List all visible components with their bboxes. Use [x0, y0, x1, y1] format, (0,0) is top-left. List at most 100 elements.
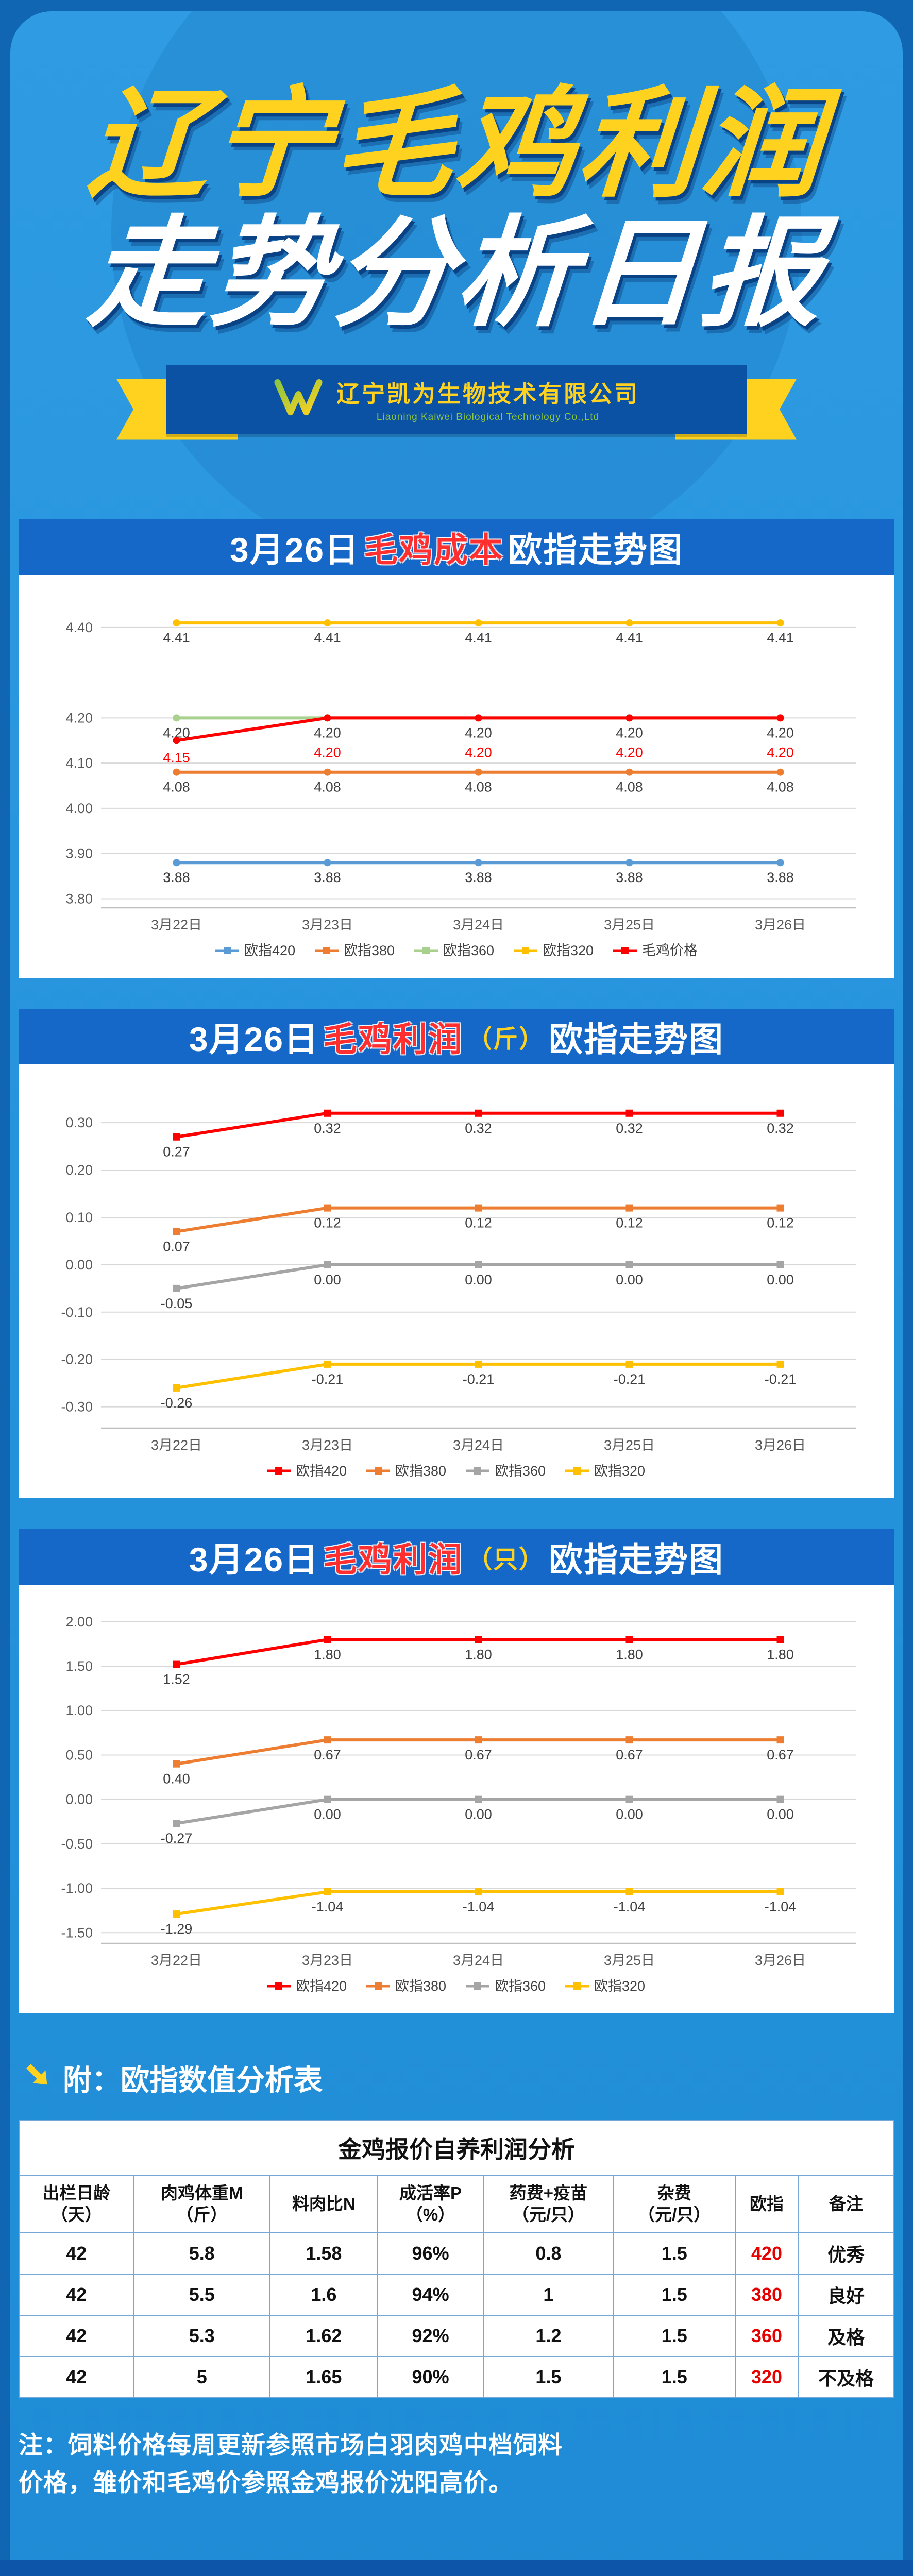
svg-text:3.90: 3.90 [65, 845, 93, 861]
svg-text:3月24日: 3月24日 [453, 1953, 504, 1968]
svg-text:0.67: 0.67 [314, 1747, 341, 1762]
svg-text:-1.04: -1.04 [614, 1899, 646, 1914]
svg-text:0.12: 0.12 [767, 1215, 794, 1230]
table-row: 42 5 1.65 90% 1.5 1.5 320 不及格 [19, 2356, 895, 2399]
svg-text:-1.04: -1.04 [312, 1899, 344, 1914]
section-title-part: 3月26日 [189, 1540, 319, 1579]
svg-text:0.00: 0.00 [616, 1272, 643, 1287]
profit-analysis-table: 金鸡报价自养利润分析 出栏日龄 （天） 肉鸡体重M （斤） 料肉比N 成活率P （%） 药费+疫… [19, 2119, 895, 2399]
svg-text:4.20: 4.20 [314, 725, 341, 740]
svg-text:0.00: 0.00 [65, 1257, 93, 1272]
table-cell: 1.5 [483, 2356, 614, 2399]
table-cell: 90% [377, 2356, 484, 2399]
svg-text:4.20: 4.20 [465, 744, 492, 760]
table-cell: 1.5 [613, 2356, 736, 2399]
table-cell: 1.5 [613, 2315, 736, 2358]
table-title-row: 金鸡报价自养利润分析 [19, 2119, 894, 2176]
svg-text:3月24日: 3月24日 [453, 917, 504, 933]
svg-text:-1.04: -1.04 [463, 1899, 495, 1914]
table-cell: 1.62 [269, 2315, 378, 2358]
section-title-part: 欧指走势图 [549, 1540, 724, 1579]
svg-text:3.88: 3.88 [767, 870, 794, 885]
svg-text:3月22日: 3月22日 [151, 917, 202, 933]
title-line1: 辽宁毛鸡利润 [83, 78, 830, 211]
svg-text:4.08: 4.08 [616, 779, 643, 794]
svg-text:0.32: 0.32 [314, 1120, 341, 1136]
svg-text:0.67: 0.67 [465, 1747, 492, 1762]
svg-text:3月25日: 3月25日 [604, 917, 655, 933]
svg-text:1.80: 1.80 [616, 1647, 643, 1662]
svg-text:-1.00: -1.00 [61, 1880, 93, 1896]
svg-text:1.50: 1.50 [65, 1658, 93, 1674]
svg-text:欧指320: 欧指320 [594, 1978, 645, 1994]
table-cell: 不及格 [797, 2356, 895, 2399]
table-cell: 5.3 [133, 2315, 271, 2358]
column-header: 药费+疫苗 （元/只） [483, 2175, 614, 2234]
svg-text:-0.21: -0.21 [312, 1371, 344, 1386]
column-header: 肉鸡体重M （斤） [133, 2175, 271, 2234]
svg-text:0.67: 0.67 [767, 1747, 794, 1762]
svg-text:-1.04: -1.04 [765, 1899, 797, 1914]
title-line2: 走势分析日报 [83, 207, 830, 341]
svg-text:0.67: 0.67 [616, 1747, 643, 1762]
svg-text:4.41: 4.41 [163, 630, 190, 646]
section-title-part: 欧指走势图 [508, 530, 684, 569]
table-cell: 92% [377, 2315, 484, 2358]
svg-text:欧指380: 欧指380 [395, 1463, 446, 1479]
table-cell: 1.2 [483, 2315, 614, 2358]
poster-header: 辽宁毛鸡利润 走势分析日报 [84, 78, 829, 341]
svg-text:欧指380: 欧指380 [344, 943, 395, 958]
svg-text:毛鸡价格: 毛鸡价格 [642, 943, 698, 958]
analysis-section: 附：欧指数值分析表 金鸡报价自养利润分析 出栏日龄 （天） 肉鸡体重M （斤） 料肉比N 成… [19, 2057, 895, 2502]
svg-text:0.32: 0.32 [616, 1120, 643, 1136]
svg-text:0.12: 0.12 [465, 1215, 492, 1230]
section-title-part: 毛鸡成本 [364, 530, 504, 569]
svg-text:4.20: 4.20 [767, 744, 794, 760]
svg-text:0.00: 0.00 [465, 1806, 492, 1822]
svg-text:0.12: 0.12 [314, 1215, 341, 1230]
svg-text:3月25日: 3月25日 [604, 1953, 655, 1968]
svg-text:4.10: 4.10 [65, 755, 93, 771]
svg-text:欧指420: 欧指420 [296, 1978, 347, 1994]
table-header-row: 出栏日龄 （天） 肉鸡体重M （斤） 料肉比N 成活率P （%） 药费+疫苗 （元/只） 杂费 （元… [19, 2175, 895, 2234]
table-cell: 0.8 [483, 2232, 614, 2275]
svg-text:1.52: 1.52 [163, 1671, 190, 1687]
svg-text:-0.50: -0.50 [61, 1836, 93, 1851]
column-header: 欧指 [734, 2175, 799, 2234]
column-header: 出栏日龄 （天） [19, 2175, 134, 2234]
svg-text:-0.21: -0.21 [614, 1371, 646, 1386]
svg-text:欧指360: 欧指360 [495, 1978, 546, 1994]
svg-text:0.20: 0.20 [65, 1162, 93, 1178]
svg-text:0.00: 0.00 [465, 1272, 492, 1287]
svg-text:0.40: 0.40 [163, 1771, 190, 1786]
svg-text:4.20: 4.20 [616, 725, 643, 740]
svg-text:3.88: 3.88 [465, 870, 492, 885]
company-ribbon: 辽宁凯为生物技术有限公司 Liaoning Kaiwei Biological … [116, 364, 797, 443]
section-title-part: 毛鸡利润 [323, 1020, 464, 1058]
table-title: 金鸡报价自养利润分析 [19, 2119, 894, 2176]
company-name-block: 辽宁凯为生物技术有限公司 Liaoning Kaiwei Biological … [336, 375, 639, 423]
table-cell: 360 [734, 2315, 799, 2358]
svg-text:4.08: 4.08 [163, 779, 190, 794]
table-cell: 良好 [797, 2274, 895, 2316]
table-cell: 96% [377, 2232, 484, 2275]
column-header: 成活率P （%） [377, 2175, 484, 2234]
svg-text:-0.30: -0.30 [61, 1399, 93, 1414]
table-cell: 42 [19, 2315, 134, 2358]
company-logo-icon [274, 378, 323, 420]
table-cell: 1.5 [613, 2232, 736, 2275]
svg-text:4.41: 4.41 [465, 630, 492, 646]
cost-trend-chart: 4.40 4.20 4.10 4.00 3.90 3.80 3月22日 3月23日 3月24日 3… [65, 619, 856, 958]
svg-text:-0.10: -0.10 [61, 1304, 93, 1319]
arrow-icon [23, 2060, 53, 2096]
chart-section-profit-jin: 3月26日 毛鸡利润 （斤） 欧指走势图 0.30 0.20 0.10 0.00 -0.10-… [19, 1008, 894, 1498]
section-title-part: （只） [467, 1546, 545, 1573]
table-cell: 5.5 [133, 2274, 271, 2316]
svg-text:3.80: 3.80 [65, 891, 93, 906]
svg-text:-0.21: -0.21 [765, 1371, 797, 1386]
svg-text:-0.21: -0.21 [463, 1371, 495, 1386]
svg-text:4.20: 4.20 [65, 710, 93, 725]
svg-text:欧指420: 欧指420 [244, 943, 295, 958]
svg-text:0.30: 0.30 [65, 1115, 93, 1130]
svg-text:1.80: 1.80 [465, 1647, 492, 1662]
